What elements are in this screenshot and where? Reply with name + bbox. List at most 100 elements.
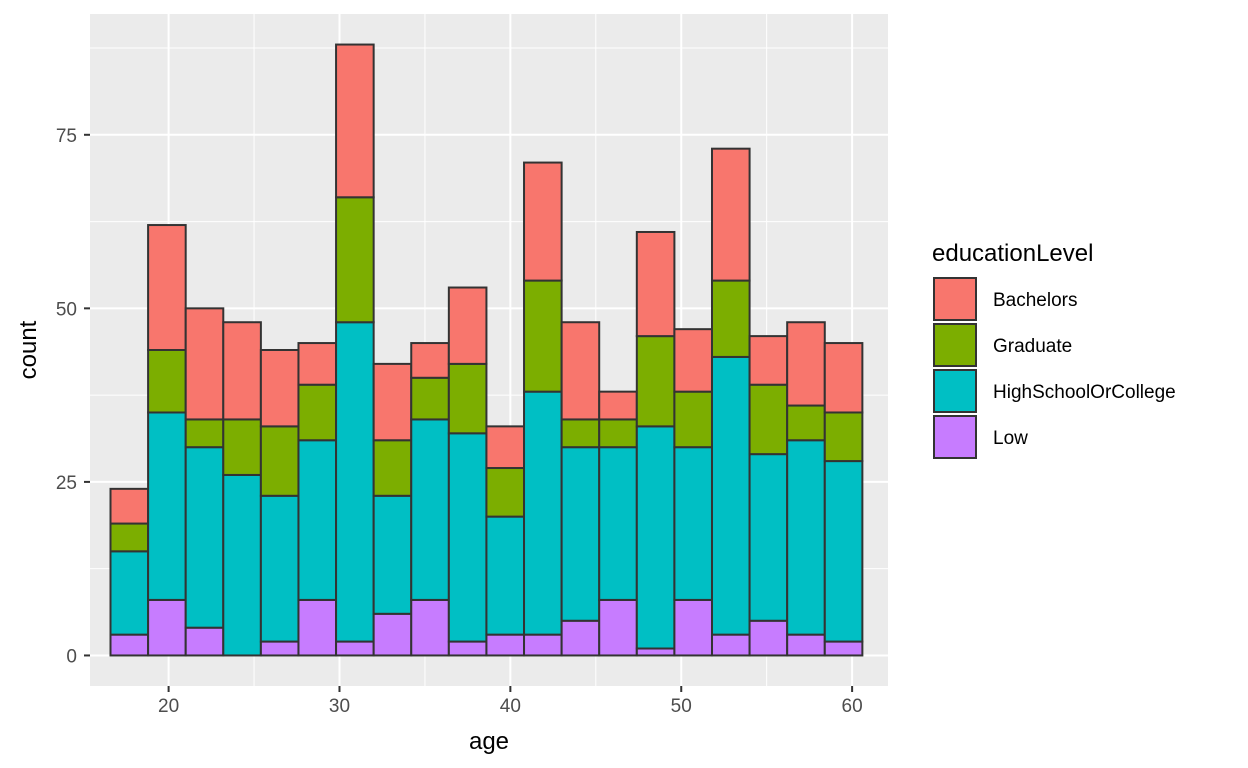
- bar-segment-graduate: [786, 404, 826, 442]
- bar-segment-bachelors: [222, 321, 262, 421]
- bar-segment-low: [259, 640, 300, 657]
- bar-segment-highschoolorcollege: [372, 494, 413, 615]
- x-tick-label: 60: [842, 696, 863, 717]
- bar-segment-graduate: [410, 376, 450, 421]
- bar-segment-graduate: [222, 418, 262, 476]
- bar-segment-low: [297, 598, 338, 657]
- bar-segment-graduate: [335, 196, 375, 324]
- bar-segment-highschoolorcollege: [560, 446, 601, 622]
- bar-segment-low: [335, 640, 375, 657]
- bar-segment-highschoolorcollege: [335, 321, 375, 643]
- bar-segment-graduate: [485, 467, 526, 518]
- bar-segment-low: [748, 619, 789, 657]
- bar-segment-graduate: [184, 418, 225, 449]
- tick-labels: 20 30 40 50 60 0 25 50 75: [56, 126, 863, 717]
- bar-segment-bachelors: [297, 342, 338, 386]
- bar-segment-low: [823, 640, 864, 657]
- y-tick-label: 0: [66, 646, 77, 667]
- bar-segment-bachelors: [786, 321, 826, 407]
- bar-segment-low: [485, 633, 526, 657]
- bar-segment-highschoolorcollege: [222, 473, 262, 657]
- axis-ticks: [84, 133, 854, 692]
- x-tick-label: 20: [158, 696, 179, 717]
- bar-segment-highschoolorcollege: [635, 425, 676, 650]
- bar-segment-graduate: [147, 349, 187, 414]
- legend-label-graduate: Graduate: [993, 336, 1072, 357]
- bar-segment-graduate: [635, 335, 676, 428]
- bar-segment-highschoolorcollege: [710, 355, 751, 636]
- x-axis-title: age: [469, 728, 509, 755]
- bars-group: [109, 43, 864, 657]
- bar-segment-low: [635, 647, 676, 657]
- bar-segment-bachelors: [109, 487, 150, 525]
- bar-segment-low: [147, 598, 187, 657]
- bar-segment-low: [184, 626, 225, 657]
- bar-segment-bachelors: [560, 321, 601, 421]
- bar-segment-highschoolorcollege: [485, 515, 526, 636]
- bar-segment-bachelors: [748, 335, 789, 386]
- bar-segment-graduate: [710, 279, 751, 358]
- bar-segment-highschoolorcollege: [410, 418, 450, 601]
- legend-key-bachelors: [933, 277, 977, 321]
- bar-segment-graduate: [447, 362, 488, 435]
- bar-segment-bachelors: [523, 161, 563, 282]
- bar-segment-low: [598, 598, 638, 657]
- bar-segment-graduate: [748, 383, 789, 456]
- legend-title: educationLevel: [932, 240, 1093, 267]
- bar-segment-highschoolorcollege: [184, 446, 225, 629]
- x-tick-label: 30: [329, 696, 350, 717]
- bar-segment-highschoolorcollege: [259, 494, 300, 643]
- bar-segment-low: [710, 633, 751, 657]
- bar-segment-low: [523, 633, 563, 657]
- x-tick-label: 40: [500, 696, 521, 717]
- bar-segment-graduate: [259, 425, 300, 497]
- bar-segment-bachelors: [598, 390, 638, 421]
- bar-segment-bachelors: [673, 328, 713, 393]
- bar-segment-highschoolorcollege: [786, 439, 826, 636]
- bar-segment-low: [372, 612, 413, 657]
- bar-segment-low: [786, 633, 826, 657]
- bar-segment-highschoolorcollege: [297, 439, 338, 601]
- x-tick-label: 50: [671, 696, 692, 717]
- bar-segment-highschoolorcollege: [823, 460, 864, 643]
- bar-segment-graduate: [673, 390, 713, 449]
- legend-key-highschoolorcollege: [933, 369, 977, 413]
- bar-segment-low: [560, 619, 601, 657]
- y-axis-title: count: [15, 320, 42, 379]
- bar-segment-graduate: [523, 279, 563, 393]
- bar-segment-highschoolorcollege: [748, 453, 789, 622]
- bar-segment-bachelors: [147, 224, 187, 351]
- legend-key-graduate: [933, 323, 977, 367]
- bar-segment-low: [109, 633, 150, 657]
- bar-segment-highschoolorcollege: [673, 446, 713, 601]
- bar-segment-bachelors: [485, 425, 526, 470]
- bar-segment-low: [673, 598, 713, 657]
- y-tick-label: 25: [56, 473, 77, 494]
- bar-segment-graduate: [823, 411, 864, 463]
- y-tick-label: 50: [56, 299, 77, 320]
- bar-segment-graduate: [598, 418, 638, 449]
- y-tick-label: 75: [56, 126, 77, 147]
- bar-segment-graduate: [372, 439, 413, 497]
- bar-segment-bachelors: [447, 286, 488, 365]
- bar-segment-highschoolorcollege: [598, 446, 638, 601]
- bar-segment-graduate: [109, 522, 150, 553]
- bar-segment-bachelors: [635, 230, 676, 338]
- bar-segment-highschoolorcollege: [147, 411, 187, 601]
- bar-segment-bachelors: [184, 307, 225, 421]
- bar-segment-graduate: [560, 418, 601, 449]
- legend-label-bachelors: Bachelors: [993, 290, 1078, 311]
- bar-segment-bachelors: [372, 362, 413, 442]
- bar-segment-low: [410, 598, 450, 657]
- bar-segment-highschoolorcollege: [523, 390, 563, 636]
- bar-segment-highschoolorcollege: [109, 550, 150, 636]
- bar-segment-bachelors: [410, 342, 450, 379]
- legend-label-low: Low: [993, 428, 1028, 449]
- bar-segment-bachelors: [823, 342, 864, 414]
- legend: educationLevel Bachelors Graduate HighScho…: [932, 240, 1176, 459]
- bar-segment-bachelors: [259, 349, 300, 428]
- bar-segment-low: [447, 640, 488, 657]
- legend-key-low: [933, 415, 977, 459]
